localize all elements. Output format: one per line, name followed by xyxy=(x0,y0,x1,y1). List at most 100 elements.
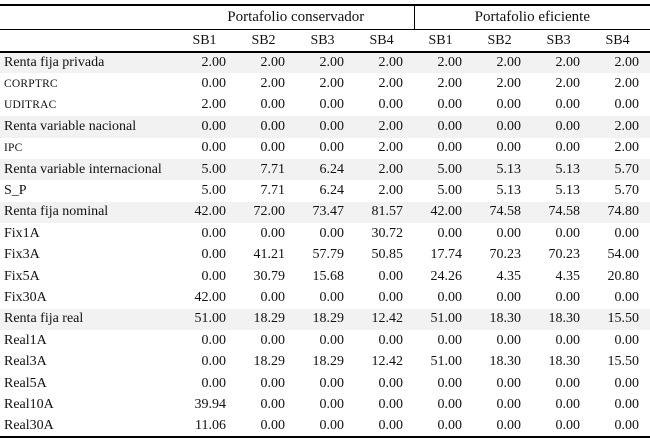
table-body: Renta fija privada 2.00 2.00 2.00 2.00 2.00 2.… xyxy=(0,52,650,437)
cell-value: 0.00 xyxy=(201,332,227,348)
table-row: Fix30A 42.00 0.00 0.00 0.00 0.00 0.00 0.00 0.00 xyxy=(0,287,650,308)
cell-value: 50.85 xyxy=(371,247,404,263)
row-label: Real3A xyxy=(4,354,47,370)
cell-value: 2.00 xyxy=(260,76,286,92)
row-label: Renta variable nacional xyxy=(4,118,137,134)
cell-value: 0.00 xyxy=(319,118,345,134)
cell-value: 0.00 xyxy=(319,289,345,305)
cell-value: 18.30 xyxy=(548,354,581,370)
cell-value: 0.00 xyxy=(260,140,286,156)
cell-value: 2.00 xyxy=(319,55,345,71)
col-header-sb3-eficiente: SB3 xyxy=(532,29,592,53)
row-label: Fix5A xyxy=(4,268,40,284)
cell-value: 0.00 xyxy=(614,332,640,348)
cell-value: 2.00 xyxy=(614,118,640,134)
cell-value: 0.00 xyxy=(496,417,522,433)
cell-value: 2.00 xyxy=(378,76,404,92)
table-row: Real1A 0.00 0.00 0.00 0.00 0.00 0.00 0.00 0.00 xyxy=(0,330,650,351)
cell-value: 0.00 xyxy=(496,140,522,156)
cell-value: 42.00 xyxy=(194,204,227,220)
cell-value: 0.00 xyxy=(378,375,404,391)
row-label-header-spacer xyxy=(0,5,178,30)
row-label: Renta fija real xyxy=(4,311,84,327)
cell-value: 5.00 xyxy=(201,183,227,199)
cell-value: 0.00 xyxy=(437,332,463,348)
cell-value: 0.00 xyxy=(319,396,345,412)
cell-value: 0.00 xyxy=(319,417,345,433)
cell-value: 0.00 xyxy=(260,375,286,391)
cell-value: 0.00 xyxy=(555,332,581,348)
cell-value: 70.23 xyxy=(489,247,522,263)
cell-value: 0.00 xyxy=(378,268,404,284)
col-header-sb2-eficiente: SB2 xyxy=(473,29,533,53)
cell-value: 2.00 xyxy=(496,55,522,71)
row-label: Real30A xyxy=(4,417,54,433)
cell-value: 42.00 xyxy=(430,204,463,220)
cell-value: 0.00 xyxy=(201,225,227,241)
cell-value: 42.00 xyxy=(194,289,227,305)
col-header-sb1-conservador: SB1 xyxy=(178,29,237,53)
cell-value: 0.00 xyxy=(260,417,286,433)
cell-value: 51.00 xyxy=(430,311,463,327)
table-row: Renta fija nominal 42.00 72.00 73.47 81.57 42… xyxy=(0,201,650,224)
cell-value: 0.00 xyxy=(496,118,522,134)
cell-value: 0.00 xyxy=(260,332,286,348)
cell-value: 0.00 xyxy=(201,268,227,284)
table-row: UDITRAC 2.00 0.00 0.00 0.00 0.00 0.00 0.00 0.00 xyxy=(0,95,650,116)
table-row: IPC 0.00 0.00 0.00 2.00 0.00 0.00 0.00 2.00 xyxy=(0,138,650,159)
cell-value: 5.00 xyxy=(201,161,227,177)
cell-value: 0.00 xyxy=(555,118,581,134)
cell-value: 0.00 xyxy=(437,97,463,113)
cell-value: 20.80 xyxy=(607,268,640,284)
cell-value: 2.00 xyxy=(437,55,463,71)
row-label: S_P xyxy=(4,183,27,199)
cell-value: 0.00 xyxy=(555,140,581,156)
cell-value: 81.57 xyxy=(371,204,404,220)
cell-value: 18.30 xyxy=(489,311,522,327)
cell-value: 0.00 xyxy=(319,332,345,348)
row-label: Renta fija nominal xyxy=(4,204,109,220)
cell-value: 0.00 xyxy=(437,140,463,156)
cell-value: 0.00 xyxy=(260,289,286,305)
cell-value: 0.00 xyxy=(614,417,640,433)
cell-value: 7.71 xyxy=(260,183,286,199)
row-label: Real1A xyxy=(4,332,47,348)
cell-value: 0.00 xyxy=(496,332,522,348)
cell-value: 2.00 xyxy=(496,76,522,92)
cell-value: 6.24 xyxy=(319,161,345,177)
table-row: S_P 5.00 7.71 6.24 2.00 5.00 5.13 5.13 5.70 xyxy=(0,180,650,201)
table-row: Renta fija real 51.00 18.29 18.29 12.42 51.00… xyxy=(0,308,650,331)
cell-value: 17.74 xyxy=(430,247,463,263)
col-header-sb1-eficiente: SB1 xyxy=(414,29,474,53)
cell-value: 0.00 xyxy=(378,417,404,433)
cell-value: 2.00 xyxy=(614,140,640,156)
cell-value: 18.30 xyxy=(489,354,522,370)
cell-value: 0.00 xyxy=(614,289,640,305)
cell-value: 0.00 xyxy=(437,417,463,433)
table-row: Renta variable nacional 0.00 0.00 0.00 2.00 0… xyxy=(0,116,650,138)
group-header-eficiente: Portafolio eficiente xyxy=(413,5,650,30)
cell-value: 0.00 xyxy=(319,225,345,241)
cell-value: 5.13 xyxy=(555,183,581,199)
cell-value: 0.00 xyxy=(319,375,345,391)
cell-value: 2.00 xyxy=(378,140,404,156)
row-label: Fix1A xyxy=(4,225,40,241)
table-header: Portafolio conservador Portafolio eficie… xyxy=(0,5,650,53)
cell-value: 0.00 xyxy=(437,118,463,134)
cell-value: 12.42 xyxy=(371,354,404,370)
cell-value: 0.00 xyxy=(378,332,404,348)
cell-value: 2.00 xyxy=(378,118,404,134)
table-row: Real30A 11.06 0.00 0.00 0.00 0.00 0.00 0.00 0.00 xyxy=(0,416,650,437)
cell-value: 4.35 xyxy=(555,268,581,284)
table-row: Real5A 0.00 0.00 0.00 0.00 0.00 0.00 0.00 0.00 xyxy=(0,373,650,394)
cell-value: 2.00 xyxy=(319,76,345,92)
cell-value: 0.00 xyxy=(201,140,227,156)
col-header-sb2-conservador: SB2 xyxy=(237,29,296,53)
cell-value: 0.00 xyxy=(555,375,581,391)
row-label: Fix30A xyxy=(4,289,47,305)
cell-value: 18.30 xyxy=(548,311,581,327)
cell-value: 6.24 xyxy=(319,183,345,199)
cell-value: 72.00 xyxy=(253,204,286,220)
row-label: IPC xyxy=(4,142,23,155)
row-label: Real5A xyxy=(4,375,47,391)
